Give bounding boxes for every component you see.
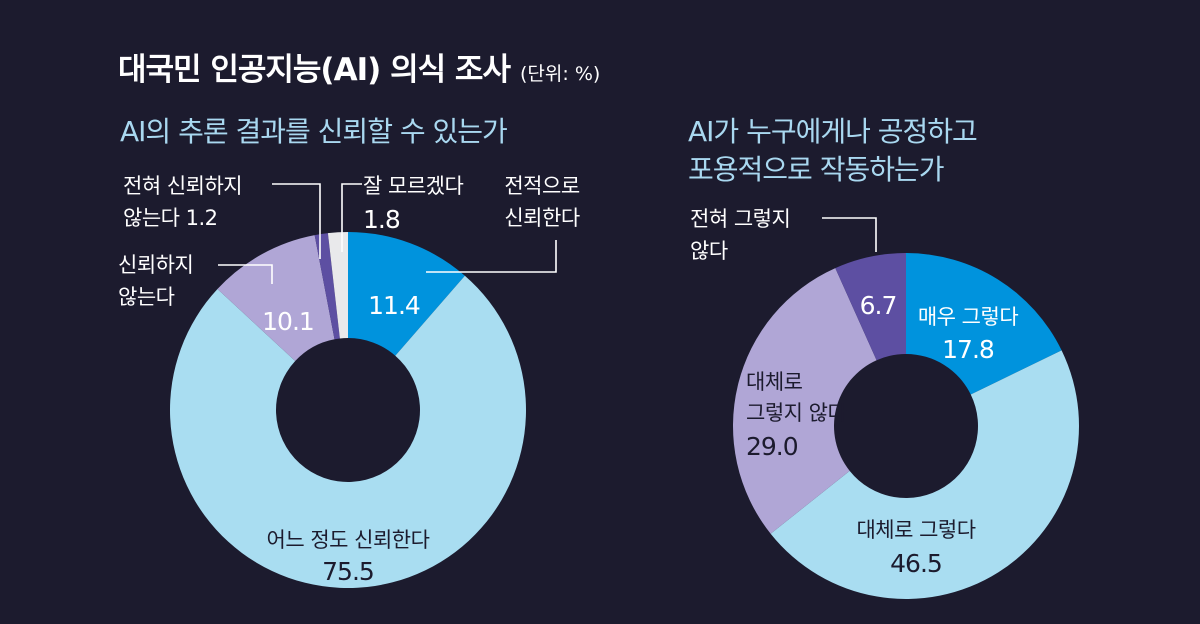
trust-slice-2	[169, 275, 526, 588]
label-distrust-2: 않는다	[118, 285, 175, 309]
value-not-at-all: 6.7	[860, 291, 897, 320]
fairness-slice-4	[835, 253, 906, 361]
value-strongly-trust: 11.4	[368, 291, 420, 320]
fairness-slice-1	[906, 253, 1062, 395]
fairness-slice-2	[770, 350, 1080, 600]
leader-not-at-all	[822, 217, 877, 252]
leader-dont-know	[341, 183, 362, 252]
value-distrust: 10.1	[262, 307, 314, 336]
label-strongly-distrust-2: 않는다 1.2	[123, 206, 218, 230]
page-title: 대국민 인공지능(AI) 의식 조사	[118, 52, 511, 88]
chart-trust: AI의 추론 결과를 신뢰할 수 있는가 전적으로 신뢰한다 잘 모르겠다 1.…	[118, 115, 580, 588]
leader-strongly-trust	[426, 240, 557, 273]
trust-slice-5	[327, 232, 348, 339]
value-mostly-yes: 46.5	[890, 549, 942, 578]
leader-distrust	[218, 264, 273, 284]
chart-fairness-donut	[732, 253, 1080, 600]
label-mostly-yes: 대체로 그렇다	[856, 518, 975, 542]
label-dont-know-2: 1.8	[363, 205, 400, 234]
label-mostly-no-2: 그렇지 않다	[746, 401, 846, 425]
value-trust-somewhat: 75.5	[322, 557, 374, 586]
leader-strongly-distrust	[272, 183, 321, 259]
value-very-yes: 17.8	[942, 335, 994, 364]
value-mostly-no: 29.0	[746, 432, 798, 461]
label-very-yes: 매우 그렇다	[918, 305, 1018, 329]
label-strongly-trust-2: 신뢰한다	[504, 206, 579, 230]
label-trust-somewhat: 어느 정도 신뢰한다	[267, 528, 430, 552]
chart-trust-title: AI의 추론 결과를 신뢰할 수 있는가	[120, 115, 507, 148]
trust-slice-3	[217, 235, 335, 362]
chart-fairness-title-1: AI가 누구에게나 공정하고	[688, 115, 977, 148]
label-not-at-all-1: 전혀 그렇지	[690, 207, 790, 231]
label-mostly-no-1: 대체로	[746, 370, 803, 394]
chart-trust-donut	[169, 232, 526, 588]
label-dont-know-1: 잘 모르겠다	[363, 174, 463, 198]
chart-fairness: AI가 누구에게나 공정하고 포용적으로 작동하는가 전혀 그렇지 않다 6.7…	[688, 115, 1080, 600]
chart-fairness-title-2: 포용적으로 작동하는가	[688, 153, 944, 186]
label-distrust-1: 신뢰하지	[118, 253, 193, 277]
trust-slice-4	[314, 233, 340, 340]
trust-slice-1	[348, 232, 465, 356]
label-strongly-distrust-1: 전혀 신뢰하지	[123, 174, 242, 198]
unit-note: (단위: %)	[520, 63, 600, 85]
fairness-slice-3	[732, 268, 877, 534]
label-strongly-trust-1: 전적으로	[504, 174, 579, 198]
label-not-at-all-2: 않다	[690, 239, 728, 263]
